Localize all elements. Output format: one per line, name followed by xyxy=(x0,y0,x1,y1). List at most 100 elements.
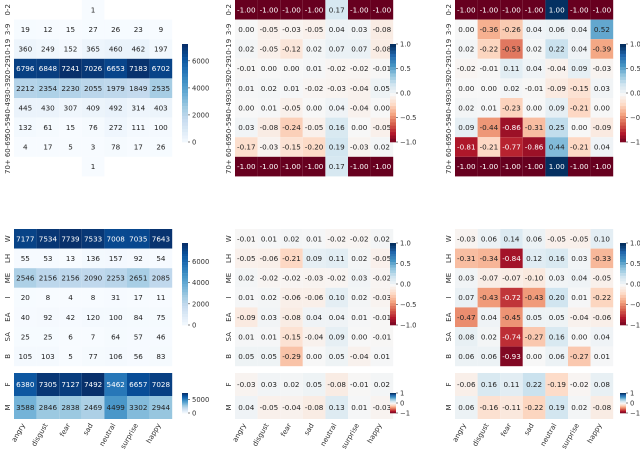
cell-value-label: 7127 xyxy=(61,380,79,389)
cell-value-label: 272 xyxy=(109,123,123,132)
heatmap-cell xyxy=(36,327,60,347)
colorbar-segment xyxy=(620,243,626,246)
colorbar-segment xyxy=(620,245,626,249)
colorbar-segment xyxy=(390,305,396,309)
colorbar-segment xyxy=(620,412,626,414)
heatmap-cell xyxy=(81,248,105,269)
colorbar-segment xyxy=(182,273,188,277)
heatmap-cell xyxy=(522,0,546,20)
cell-value-label: -0.19 xyxy=(547,380,566,389)
colorbar-segment xyxy=(620,411,626,413)
row-tick-label: 40-49 xyxy=(225,98,233,118)
cell-value-label: 0.09 xyxy=(306,254,322,263)
colorbar-segment xyxy=(390,262,396,266)
heatmap-cell xyxy=(36,307,60,327)
heatmap-cell xyxy=(257,58,281,79)
colorbar-segment xyxy=(182,412,188,414)
colorbar-segment xyxy=(390,401,396,403)
colorbar-segment xyxy=(182,394,188,396)
colorbar-segment xyxy=(182,402,188,404)
row-tick-label: LH xyxy=(445,254,453,263)
cell-value-label: 6848 xyxy=(39,64,58,73)
colorbar-segment xyxy=(620,401,626,402)
cell-value-label: -1.00 xyxy=(502,5,521,14)
colorbar-segment xyxy=(182,281,188,285)
heatmap-cell xyxy=(500,229,523,249)
cell-value-label: 0.01 xyxy=(238,84,254,93)
cell-value-label: 20 xyxy=(21,293,31,302)
cell-value-label: 2212 xyxy=(16,84,34,93)
heatmap-cell xyxy=(325,396,348,419)
heatmap-cell xyxy=(14,117,37,138)
colorbar-segment xyxy=(182,305,188,309)
colorbar-segment xyxy=(182,289,188,293)
heatmap-cell xyxy=(59,287,82,308)
column-tick-label: disgust xyxy=(30,422,50,448)
row-tick-label: B xyxy=(4,354,12,359)
colorbar-segment xyxy=(620,281,626,285)
heatmap-cell xyxy=(455,268,478,288)
heatmap-cell xyxy=(370,229,394,249)
heatmap-cell xyxy=(36,248,60,269)
colorbar-segment xyxy=(620,63,626,68)
colorbar-segment xyxy=(390,281,396,285)
heatmap-cell xyxy=(500,248,523,269)
cell-value-label: -0.21 xyxy=(282,254,301,263)
column-tick-label: neutral xyxy=(98,422,117,448)
colorbar-segment xyxy=(620,319,626,323)
heatmap-cell xyxy=(127,327,150,347)
heatmap-cell xyxy=(522,39,546,59)
colorbar-segment xyxy=(182,319,188,323)
heatmap-cell xyxy=(455,396,478,419)
heatmap-cell xyxy=(477,78,501,98)
cell-value-label: -0.06 xyxy=(282,293,301,302)
colorbar-segment xyxy=(182,284,188,287)
row-tick-label: 60-69 xyxy=(225,137,233,157)
heatmap-cell xyxy=(568,396,591,419)
colorbar-segment xyxy=(390,395,396,397)
cell-value-label: -0.21 xyxy=(570,103,589,112)
colorbar-segment xyxy=(390,112,396,117)
cell-value-label: 0.00 xyxy=(526,352,542,361)
cell-value-label: 106 xyxy=(109,352,123,361)
colorbar-tick-label: −1 xyxy=(400,410,410,418)
colorbar-segment xyxy=(620,284,626,287)
heatmap-cell xyxy=(500,396,523,419)
cell-value-label: -0.31 xyxy=(457,254,476,263)
heatmap-cell xyxy=(348,373,371,396)
colorbar-segment xyxy=(390,256,396,260)
heatmap-cell xyxy=(36,287,60,308)
heatmap-cell xyxy=(81,346,105,367)
column-tick-label: sad xyxy=(523,422,536,437)
colorbar-tick-label: 0 xyxy=(400,400,404,408)
cell-value-label: -0.01 xyxy=(373,64,392,73)
cell-value-label: -0.04 xyxy=(305,332,324,341)
row-tick-label: 40-49 xyxy=(445,98,453,118)
cell-value-label: 0.02 xyxy=(306,45,322,54)
colorbar-segment xyxy=(390,251,396,255)
cell-value-label: 56 xyxy=(134,352,144,361)
colorbar-segment xyxy=(390,393,396,394)
cell-value-label: 0.11 xyxy=(329,254,345,263)
cell-value-label: -0.04 xyxy=(570,313,589,322)
heatmap-cell xyxy=(545,19,568,40)
colorbar-segment xyxy=(182,83,188,87)
colorbar-tick-label: 5000 xyxy=(192,396,209,404)
cell-value-label: -0.07 xyxy=(502,274,521,283)
heatmap-cell xyxy=(500,268,523,288)
cell-value-label: 7177 xyxy=(16,234,34,243)
colorbar-segment xyxy=(182,397,188,398)
colorbar-segment xyxy=(182,89,188,94)
row-tick-label: 20-29 xyxy=(4,58,12,78)
heatmap-cell xyxy=(500,156,523,177)
heatmap-cell xyxy=(500,327,523,347)
colorbar-segment xyxy=(182,399,188,401)
cell-value-label: -0.22 xyxy=(593,293,612,302)
heatmap-cell xyxy=(348,307,371,327)
heatmap-cell xyxy=(235,287,258,308)
cell-value-label: 17 xyxy=(134,143,143,152)
cell-value-label: 13 xyxy=(66,254,75,263)
colorbar-segment xyxy=(182,243,188,246)
cell-value-label: 17 xyxy=(43,143,52,152)
colorbar-segment xyxy=(390,83,396,87)
